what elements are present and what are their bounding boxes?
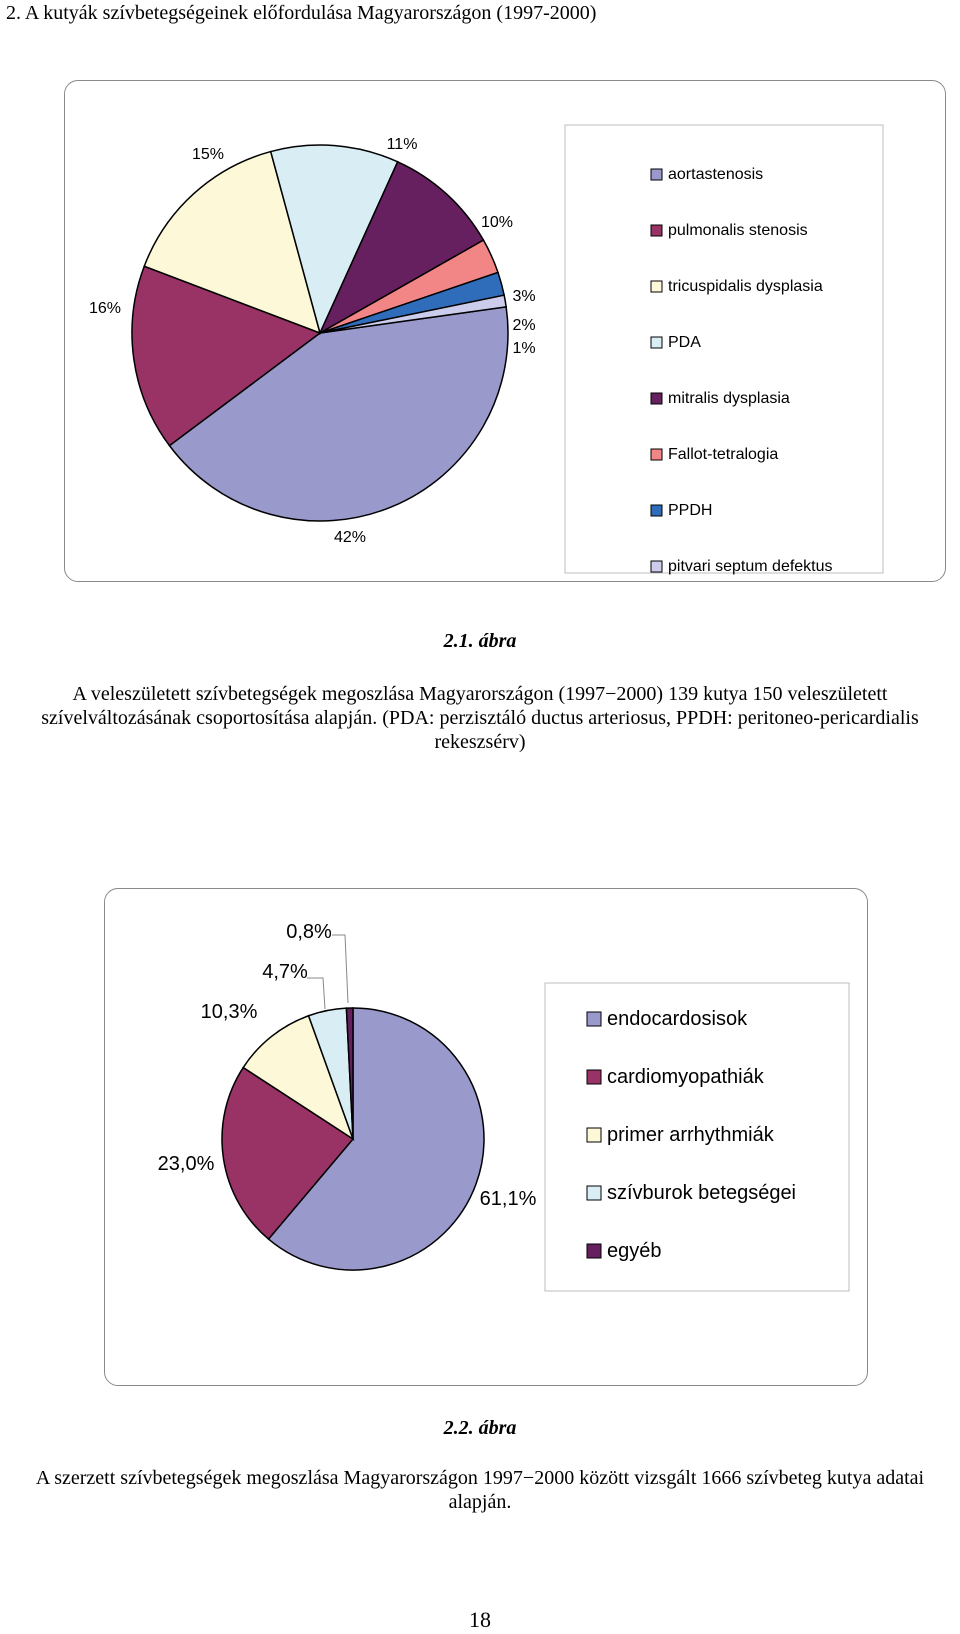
slice-tricuspidalis-dysplasia — [143, 150, 322, 335]
legend-swatch-egyeb — [586, 1243, 602, 1259]
data-label-pitvari-septum-defektus: 1% — [512, 340, 535, 357]
data-label-fallot-tetralogia: 3% — [512, 288, 535, 305]
data-label-szivburok-betegsegei: 4,7% — [262, 961, 308, 983]
legend-label-aortastenosis: aortastenosis — [668, 166, 763, 183]
legend-swatch-pitvari-septum-defektus — [650, 560, 663, 573]
data-label-egyeb: 0,8% — [286, 921, 332, 943]
slice-aortastenosis — [168, 305, 509, 522]
leader-line-szivburok-betegsegei — [307, 977, 326, 1010]
chart-1-legend-box — [564, 124, 884, 574]
legend-swatch-primer-arrhythmiak — [586, 1127, 602, 1143]
slice-pda — [269, 144, 399, 336]
leader-line-egyeb — [332, 934, 349, 1004]
legend-swatch-pulmonalis-stenosis — [650, 224, 663, 237]
legend-label-egyeb: egyéb — [607, 1240, 662, 1262]
data-label-endocardosisok: 61,1% — [480, 1188, 537, 1210]
chart-2-pie: 61,1% 23,0% 10,3%4,7% 0,8% endocardosisok car… — [158, 921, 850, 1292]
legend-label-pitvari-septum-defektus: pitvari septum defektus — [668, 558, 833, 575]
slice-egyeb — [345, 1007, 354, 1140]
legend-swatch-fallot-tetralogia — [650, 448, 663, 461]
legend-label-primer-arrhythmiak: primer arrhythmiák — [607, 1124, 775, 1146]
chart-2-frame: 61,1% 23,0% 10,3% 4,7% 0,8% endocardosisok car… — [104, 888, 868, 1386]
legend-label-pda: PDA — [668, 334, 701, 351]
legend-label-pulmonalis-stenosis: pulmonalis stenosis — [668, 222, 808, 239]
chart-1-frame: 42% 16% 15% 11% 10% 3% 2% 1% aortastenosis pulmon… — [64, 80, 946, 582]
legend-swatch-tricuspidalis-dysplasia — [650, 280, 663, 293]
slice-pulmonalis-stenosis — [131, 265, 322, 447]
legend-label-tricuspidalis-dysplasia: tricuspidalis dysplasia — [668, 278, 823, 295]
legend-label-mitralis-dysplasia: mitralis dysplasia — [668, 390, 790, 407]
legend-label-ppdh: PPDH — [668, 502, 712, 519]
section-heading: 2. A kutyák szívbetegségeinek előfordulá… — [6, 2, 597, 24]
data-label-aortastenosis: 42% — [334, 529, 366, 546]
slice-cardiomyopathiak — [221, 1066, 355, 1241]
slice-primer-arrhythmiak — [242, 1014, 355, 1141]
chart-1-pie: 42% 16% 15% 11% 10% 3% 2% 1% aortastenosis pulmon… — [89, 124, 884, 575]
figure-2-number: 2.2. ábra — [443, 1417, 517, 1439]
data-label-primer-arrhythmiak: 10,3% — [201, 1001, 258, 1023]
legend-swatch-szivburok-betegsegei — [586, 1185, 602, 1201]
slice-pitvari-septum-defektus — [319, 294, 508, 334]
legend-swatch-mitralis-dysplasia — [650, 392, 663, 405]
data-label-pda: 11% — [387, 136, 418, 153]
legend-label-endocardosisok: endocardosisok — [607, 1008, 748, 1030]
figure-2-caption: A szerzett szívbetegségek megoszlása Mag… — [35, 1467, 925, 1513]
data-label-ppdh: 2% — [512, 317, 535, 334]
legend-label-fallot-tetralogia: Fallot-tetralogia — [668, 446, 778, 463]
legend-swatch-pda — [650, 336, 663, 349]
legend-swatch-endocardosisok — [586, 1011, 602, 1027]
figure-1-number: 2.1. ábra — [443, 630, 517, 652]
page-number: 18 — [469, 1607, 491, 1632]
legend-swatch-aortastenosis — [650, 168, 663, 181]
legend-swatch-ppdh — [650, 504, 663, 517]
data-label-tricuspidalis-dysplasia: 15% — [192, 146, 224, 163]
slice-endocardosisok — [267, 1007, 485, 1271]
data-label-mitralis-dysplasia: 10% — [481, 214, 513, 231]
legend-label-cardiomyopathiak: cardiomyopathiák — [607, 1066, 765, 1088]
legend-swatch-cardiomyopathiak — [586, 1069, 602, 1085]
data-label-pulmonalis-stenosis: 16% — [89, 300, 121, 317]
slice-mitralis-dysplasia — [318, 160, 485, 335]
data-label-cardiomyopathiak: 23,0% — [158, 1153, 215, 1175]
figure-1-caption: A veleszületett szívbetegségek megoszlás… — [41, 683, 919, 753]
legend-label-szivburok-betegsegei: szívburok betegségei — [607, 1182, 796, 1204]
